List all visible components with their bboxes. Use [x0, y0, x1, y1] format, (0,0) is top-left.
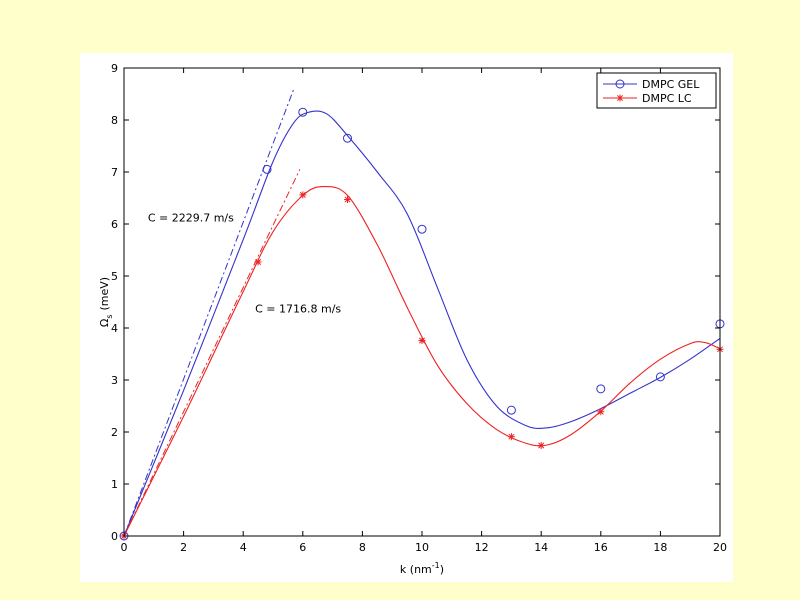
legend-box [596, 72, 717, 109]
y-tick-label: 8 [111, 114, 118, 127]
x-axis-label-tail: ) [440, 563, 444, 576]
data-point-gel [343, 133, 352, 143]
data-point-gel [417, 224, 427, 234]
data-point-lc [537, 442, 545, 450]
legend-label-lc: DMPC LC [642, 92, 692, 105]
x-tick-label: 14 [534, 541, 548, 554]
x-tick-label: 6 [299, 541, 306, 554]
data-point-gel [262, 164, 272, 174]
y-tick-label: 0 [111, 530, 118, 543]
data-point-lc [299, 191, 307, 199]
x-axis-label-main: k (nm [400, 563, 432, 576]
data-point-lc [254, 258, 262, 266]
legend-marker-lc [616, 94, 624, 102]
data-point-lc [507, 433, 515, 441]
x-tick-label: 4 [240, 541, 247, 554]
y-axis-label-sub: s [105, 315, 114, 319]
x-tick-label: 16 [594, 541, 608, 554]
data-point-lc [418, 336, 426, 344]
data-point-gel [506, 405, 516, 415]
x-tick-label: 12 [475, 541, 489, 554]
annotations: C = 2229.7 m/s C = 1716.8 m/s [148, 211, 342, 315]
x-tick-label: 0 [121, 541, 128, 554]
data-markers [119, 107, 725, 541]
legend-marker-gel [615, 79, 625, 89]
chart-panel: 0 2 4 6 8 10 12 14 16 18 20 0 1 2 3 4 5 6 7 8 9 C = 2229.7 m… [80, 53, 733, 582]
fit-curve-gel [123, 110, 721, 537]
y-axis-label-main: Ω [98, 319, 111, 327]
data-point-gel [298, 107, 308, 117]
annotation-lc: C = 1716.8 m/s [255, 302, 341, 315]
data-point-gel [655, 372, 665, 382]
legend-label-gel: DMPC GEL [642, 78, 700, 91]
y-tick-label: 3 [111, 374, 118, 387]
x-tick-label: 8 [359, 541, 366, 554]
y-tick-label: 4 [111, 322, 118, 335]
y-tick-label: 7 [111, 166, 118, 179]
x-axis-label: k (nm-1) [400, 561, 444, 576]
fit-curves [123, 110, 721, 537]
x-tick-label: 18 [653, 541, 667, 554]
y-axis-label: Ωs (meV) [98, 277, 114, 327]
y-tick-label: 9 [111, 62, 118, 75]
y-tick-label: 1 [111, 478, 118, 491]
data-point-lc [597, 408, 605, 416]
x-tick-label: 10 [415, 541, 429, 554]
fit-curve-lc [123, 186, 721, 537]
y-tick-label: 6 [111, 218, 118, 231]
x-tick-label: 20 [713, 541, 727, 554]
annotation-gel: C = 2229.7 m/s [148, 211, 234, 224]
x-tick-label: 2 [180, 541, 187, 554]
y-tick-label: 2 [111, 426, 118, 439]
y-tick-label: 5 [111, 270, 118, 283]
data-point-gel [596, 384, 606, 394]
slope-lines [123, 88, 301, 537]
data-point-lc [344, 196, 351, 204]
x-axis-label-sup: -1 [432, 561, 440, 570]
slope-line-gel [123, 88, 295, 537]
y-axis-label-tail: (meV) [98, 277, 111, 311]
